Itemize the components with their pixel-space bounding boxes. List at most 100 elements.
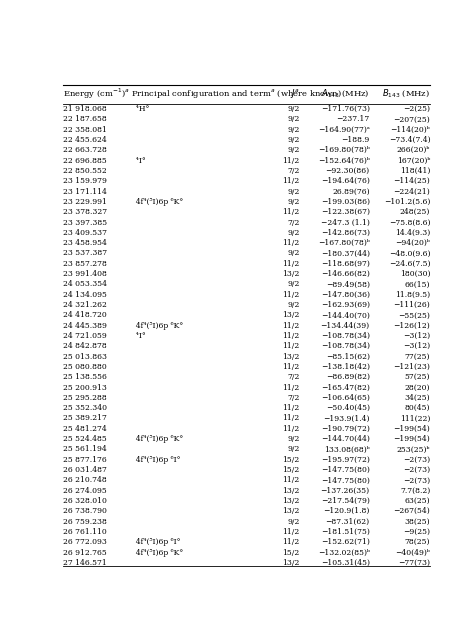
Text: −24.6(7.5): −24.6(7.5) <box>389 260 430 268</box>
Text: −85.15(62): −85.15(62) <box>326 353 370 361</box>
Text: −162.93(69): −162.93(69) <box>320 301 370 309</box>
Text: 23 397.385: 23 397.385 <box>63 218 107 227</box>
Text: 27 146.571: 27 146.571 <box>63 559 107 567</box>
Text: −48.0(9.6): −48.0(9.6) <box>389 249 430 258</box>
Text: 25 295.288: 25 295.288 <box>63 394 107 402</box>
Text: 13/2: 13/2 <box>283 487 300 495</box>
Text: 118(41): 118(41) <box>400 167 430 175</box>
Text: 25 013.863: 25 013.863 <box>63 353 107 361</box>
Text: −180.37(44): −180.37(44) <box>320 249 370 258</box>
Text: −199(54): −199(54) <box>393 425 430 433</box>
Text: 9/2: 9/2 <box>288 249 300 258</box>
Text: −9(25): −9(25) <box>403 528 430 536</box>
Text: 9/2: 9/2 <box>288 136 300 144</box>
Text: −114(20)ᵇ: −114(20)ᵇ <box>391 126 430 134</box>
Text: 9/2: 9/2 <box>288 518 300 526</box>
Text: ⁴I°: ⁴I° <box>131 156 146 165</box>
Text: 9/2: 9/2 <box>288 146 300 155</box>
Text: 24 418.720: 24 418.720 <box>63 311 107 319</box>
Text: 22 455.624: 22 455.624 <box>63 136 107 144</box>
Text: 4f⁴(⁵I)6p ⁶I°: 4f⁴(⁵I)6p ⁶I° <box>131 538 181 546</box>
Text: 9/2: 9/2 <box>288 280 300 289</box>
Text: −92.30(86): −92.30(86) <box>326 167 370 175</box>
Text: 9/2: 9/2 <box>288 105 300 113</box>
Text: −40(49)ᵇ: −40(49)ᵇ <box>395 549 430 556</box>
Text: 26 328.010: 26 328.010 <box>63 497 107 505</box>
Text: 22 358.081: 22 358.081 <box>63 126 107 134</box>
Text: 13/2: 13/2 <box>283 270 300 278</box>
Text: −181.51(75): −181.51(75) <box>321 528 370 536</box>
Text: −89.49(58): −89.49(58) <box>326 280 370 289</box>
Text: 11/2: 11/2 <box>283 239 300 247</box>
Text: −147.75(80): −147.75(80) <box>321 477 370 484</box>
Text: 4f⁴(⁵I)6p ⁶K°: 4f⁴(⁵I)6p ⁶K° <box>131 435 183 443</box>
Text: 26 274.095: 26 274.095 <box>63 487 107 495</box>
Text: −87.31(62): −87.31(62) <box>326 518 370 526</box>
Text: 11/2: 11/2 <box>283 290 300 299</box>
Text: −146.66(82): −146.66(82) <box>321 270 370 278</box>
Text: 63(25): 63(25) <box>405 497 430 505</box>
Text: −2(73): −2(73) <box>403 456 430 464</box>
Text: −3(12): −3(12) <box>403 332 430 340</box>
Text: 25 481.274: 25 481.274 <box>63 425 107 433</box>
Text: 34(25): 34(25) <box>405 394 430 402</box>
Text: −164.90(77)ᵃ: −164.90(77)ᵃ <box>318 126 370 134</box>
Text: 26 759.238: 26 759.238 <box>63 518 107 526</box>
Text: 11/2: 11/2 <box>283 404 300 412</box>
Text: 22 850.552: 22 850.552 <box>63 167 107 175</box>
Text: 15/2: 15/2 <box>283 466 300 474</box>
Text: 23 171.114: 23 171.114 <box>63 187 107 196</box>
Text: 4f⁴(⁵I)6p ⁶K°: 4f⁴(⁵I)6p ⁶K° <box>131 198 183 206</box>
Text: 23 229.991: 23 229.991 <box>63 198 107 206</box>
Text: −108.78(34): −108.78(34) <box>320 342 370 350</box>
Text: 23 991.408: 23 991.408 <box>63 270 107 278</box>
Text: 24 321.262: 24 321.262 <box>63 301 107 309</box>
Text: 23 159.979: 23 159.979 <box>63 177 107 185</box>
Text: −142.86(73): −142.86(73) <box>320 229 370 237</box>
Text: 7/2: 7/2 <box>288 218 300 227</box>
Text: ⁴H°: ⁴H° <box>131 105 149 113</box>
Text: 11/2: 11/2 <box>283 208 300 216</box>
Text: −247.3 (1.1): −247.3 (1.1) <box>321 218 370 227</box>
Text: −138.18(42): −138.18(42) <box>320 363 370 371</box>
Text: 111(22): 111(22) <box>400 415 430 422</box>
Text: −137.26(35): −137.26(35) <box>320 487 370 495</box>
Text: 248(25): 248(25) <box>400 208 430 216</box>
Text: 57(25): 57(25) <box>405 374 430 381</box>
Text: 21 918.068: 21 918.068 <box>63 105 107 113</box>
Text: ⁴I°: ⁴I° <box>131 332 146 340</box>
Text: 9/2: 9/2 <box>288 435 300 443</box>
Text: 26.89(76): 26.89(76) <box>332 187 370 196</box>
Text: 23 857.278: 23 857.278 <box>63 260 107 268</box>
Text: 266(20)ᵇ: 266(20)ᵇ <box>397 146 430 155</box>
Text: 15/2: 15/2 <box>283 549 300 556</box>
Text: 23 458.954: 23 458.954 <box>63 239 107 247</box>
Text: −114(25): −114(25) <box>393 177 430 185</box>
Text: 26 210.748: 26 210.748 <box>63 477 107 484</box>
Text: Principal configuration and term$^{a}$ (where known): Principal configuration and term$^{a}$ (… <box>131 87 342 100</box>
Text: 253(25)ᵇ: 253(25)ᵇ <box>397 446 430 453</box>
Text: 11/2: 11/2 <box>283 477 300 484</box>
Text: −50.40(45): −50.40(45) <box>326 404 370 412</box>
Text: −169.80(78)ᵇ: −169.80(78)ᵇ <box>318 146 370 155</box>
Text: 22 696.885: 22 696.885 <box>63 156 107 165</box>
Text: 4f⁴(⁵I)6p ⁶K°: 4f⁴(⁵I)6p ⁶K° <box>131 549 183 556</box>
Text: −121(23): −121(23) <box>393 363 430 371</box>
Text: −2(25): −2(25) <box>403 105 430 113</box>
Text: 9/2: 9/2 <box>288 446 300 453</box>
Text: −132.02(85)ᵇ: −132.02(85)ᵇ <box>318 549 370 556</box>
Text: −171.76(73): −171.76(73) <box>320 105 370 113</box>
Text: 13/2: 13/2 <box>283 311 300 319</box>
Text: −199(54): −199(54) <box>393 435 430 443</box>
Text: 38(25): 38(25) <box>405 518 430 526</box>
Text: 26 761.110: 26 761.110 <box>63 528 107 536</box>
Text: 26 031.487: 26 031.487 <box>63 466 107 474</box>
Text: −152.64(76)ᵇ: −152.64(76)ᵇ <box>318 156 370 165</box>
Text: 25 352.340: 25 352.340 <box>63 404 107 412</box>
Text: 11/2: 11/2 <box>283 538 300 546</box>
Text: 24 842.878: 24 842.878 <box>63 342 107 350</box>
Text: 24 721.059: 24 721.059 <box>63 332 107 340</box>
Text: 26 738.790: 26 738.790 <box>63 507 107 515</box>
Text: −111(26): −111(26) <box>393 301 430 309</box>
Text: 13/2: 13/2 <box>283 497 300 505</box>
